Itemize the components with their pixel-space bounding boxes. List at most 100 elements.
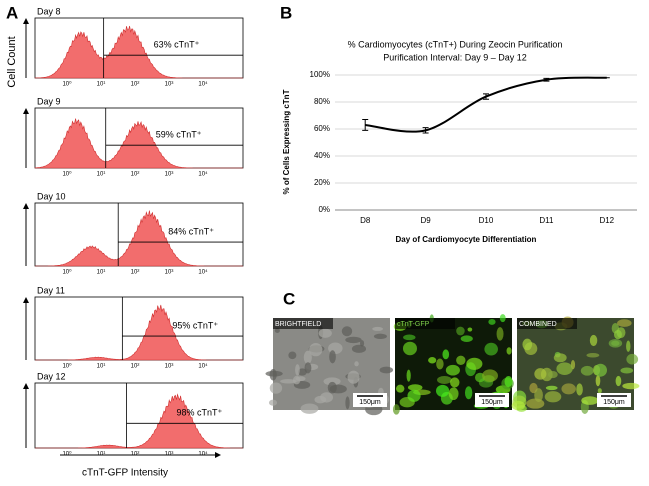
panel-label: C xyxy=(283,289,295,308)
cell xyxy=(620,367,634,374)
cell xyxy=(345,396,350,410)
gate-label: 84% cTnT⁺ xyxy=(168,226,214,236)
cell xyxy=(467,327,473,332)
error-bar xyxy=(362,119,369,131)
cell xyxy=(482,369,498,383)
cell xyxy=(580,365,594,376)
cell xyxy=(460,335,473,342)
arrow-head xyxy=(23,18,29,24)
histogram xyxy=(34,118,243,169)
cell xyxy=(297,368,307,376)
cell xyxy=(351,344,367,353)
flow-tick-label: 10³ xyxy=(165,364,174,370)
flow-x-label: cTnT-GFP Intensity xyxy=(82,468,168,479)
cell xyxy=(522,338,533,351)
cell xyxy=(484,342,498,356)
cell xyxy=(534,368,547,380)
cell xyxy=(450,377,460,388)
cell xyxy=(626,340,631,352)
y-axis-label: % of Cells Expressing cTnT xyxy=(282,89,291,194)
cell xyxy=(345,336,362,344)
y-tick-label: 100% xyxy=(310,70,330,79)
scale-label: 150μm xyxy=(359,399,381,406)
cell xyxy=(595,375,601,387)
day-label: Day 10 xyxy=(37,191,66,201)
cell xyxy=(437,376,452,384)
line xyxy=(365,76,607,133)
cell xyxy=(403,334,416,341)
flow-tick-label: 10⁰ xyxy=(62,81,72,88)
error-bar xyxy=(422,127,429,134)
cell xyxy=(318,328,332,338)
flow-tick-label: 10³ xyxy=(165,82,174,88)
flow-tick-label: 10⁰ xyxy=(62,269,72,276)
flow-tick-label: 10² xyxy=(131,270,140,276)
image-label: cTnT-GFP xyxy=(397,321,430,328)
flow-tick-label: 10¹ xyxy=(97,82,106,88)
cell xyxy=(304,362,312,374)
flow-tick-label: 10¹ xyxy=(97,172,106,178)
day-label: Day 12 xyxy=(37,371,66,381)
cell xyxy=(329,350,336,364)
flow-tick-label: 10⁴ xyxy=(198,171,208,178)
cell xyxy=(626,353,639,365)
cell xyxy=(268,399,278,406)
cell xyxy=(372,326,384,331)
cell xyxy=(556,362,573,375)
cell xyxy=(392,404,400,415)
error-bar xyxy=(543,77,550,82)
cell xyxy=(534,388,543,403)
x-tick-label: D10 xyxy=(479,216,494,225)
day-label: Day 8 xyxy=(37,6,61,16)
cell xyxy=(608,338,623,348)
cell xyxy=(379,366,394,374)
cell xyxy=(265,370,283,377)
x-tick-label: D9 xyxy=(420,216,431,225)
arrow-head xyxy=(215,452,221,458)
cell xyxy=(435,384,450,397)
image-label: BRIGHTFIELD xyxy=(275,321,321,328)
gate-label: 95% cTnT⁺ xyxy=(172,320,218,330)
error-bar xyxy=(483,93,489,100)
cell xyxy=(597,388,602,394)
arrow-head xyxy=(23,108,29,114)
cell xyxy=(442,349,450,360)
cell xyxy=(581,396,599,405)
cell xyxy=(496,327,504,341)
cell xyxy=(553,353,567,363)
flow-tick-label: 10³ xyxy=(165,452,174,458)
cell xyxy=(445,364,460,376)
gate-label: 98% cTnT⁺ xyxy=(177,408,223,418)
cell xyxy=(586,352,600,358)
image-label: COMBINED xyxy=(519,321,557,328)
cell xyxy=(428,356,437,364)
flow-tick-label: 10¹ xyxy=(97,270,106,276)
histogram xyxy=(35,210,243,267)
cell xyxy=(593,363,608,377)
cell xyxy=(309,343,323,357)
cell xyxy=(448,387,459,401)
flow-tick-label: 10² xyxy=(131,452,140,458)
x-tick-label: D12 xyxy=(599,216,614,225)
gate-label: 63% cTnT⁺ xyxy=(154,40,200,50)
cell xyxy=(280,379,297,384)
x-tick-label: D8 xyxy=(360,216,371,225)
cell xyxy=(622,382,640,390)
flow-tick-label: 10¹ xyxy=(97,452,106,458)
cell xyxy=(456,355,466,365)
cell xyxy=(327,381,337,394)
flow-tick-label: 10⁴ xyxy=(198,363,208,370)
panel-label: A xyxy=(6,3,18,22)
day-label: Day 11 xyxy=(37,285,65,295)
cell xyxy=(617,319,632,327)
flow-tick-label: 10⁰ xyxy=(62,451,72,458)
cell xyxy=(456,326,465,336)
cell xyxy=(464,386,473,400)
flow-tick-label: 10⁴ xyxy=(198,451,208,458)
arrow-head xyxy=(23,297,29,303)
cell xyxy=(407,384,423,391)
cell xyxy=(373,333,387,340)
cell xyxy=(402,341,417,356)
x-axis-label: Day of Cardiomyocyte Differentiation xyxy=(396,235,537,244)
